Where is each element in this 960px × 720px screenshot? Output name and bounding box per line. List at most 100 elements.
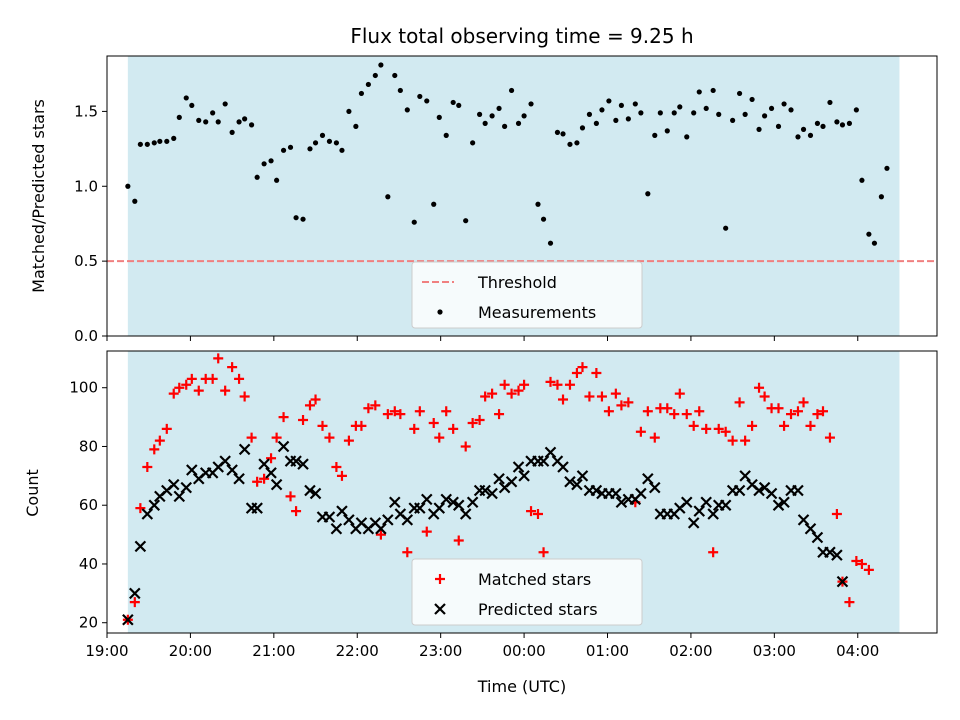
measurement-point [489,113,495,119]
matched-star-point [824,432,835,443]
predicted-star-point [304,484,316,497]
measurement-point [606,98,612,104]
count-y-axis: 20 40 60 80 100 [69,379,107,632]
measurement-point [781,101,787,107]
predicted-star-point [129,587,141,600]
matched-star-point [494,409,505,420]
matched-star-point [545,376,556,387]
measurement-point [749,96,755,103]
predicted-star-point [700,496,712,509]
measurement-point [450,99,456,106]
measurement-point [560,131,566,137]
measurement-point [203,119,209,125]
matched-star-point [812,409,823,420]
predicted-star-point [687,517,700,529]
matched-star-point [532,509,543,520]
predicted-star-point [804,522,817,535]
measurement-point [593,120,599,126]
measurement-point [436,114,442,120]
measurement-point [312,140,319,146]
predicted-star-point [180,481,193,494]
matched-star-point [382,409,393,420]
matched-star-point [642,406,653,417]
measurement-point [125,183,131,189]
predicted-star-point [707,508,719,520]
measurement-point [353,123,359,129]
predicted-star-point [375,522,387,535]
measurement-point [521,113,527,119]
measurement-point [346,108,352,115]
predicted-star-point [571,478,583,491]
matched-star-point [343,435,354,446]
count-y-tick-label: 80 [79,437,98,455]
matched-star-point [616,400,627,411]
matched-star-point [603,406,614,417]
measurement-point [742,111,748,117]
matched-star-point [389,406,400,417]
measurement-point [242,116,248,122]
measurement-point [404,107,410,113]
matched-star-point [239,391,250,402]
measurement-point [397,87,403,94]
matched-star-point [596,391,607,402]
measurement-point [333,140,339,146]
matched-star-point [227,362,238,373]
measurement-point [287,144,294,150]
predicted-star-point [642,473,654,485]
matched-star-point [310,394,321,405]
measurement-point [859,177,865,183]
x-tick-label: 21:00 [252,642,295,660]
predicted-star-point [486,487,498,500]
matched-star-point [779,420,790,431]
matched-star-point [817,406,828,417]
measurement-point [196,117,202,123]
measurement-point [547,240,554,246]
x-tick-label: 00:00 [502,642,545,660]
measurement-point [508,87,515,94]
matched-star-point [193,385,204,396]
measurement-point [456,102,462,109]
predicted-star-point [537,455,550,467]
measurement-point [567,141,573,147]
measurement-point [574,140,580,146]
measurement-point [431,201,437,207]
measurement-point [496,105,502,112]
measurement-point [618,102,625,109]
predicted-star-point [330,522,343,535]
measurement-point [820,123,826,129]
matched-star-point [552,379,563,390]
measurement-point [392,72,398,79]
ratio-y-axis: 0.0 0.5 1.0 1.5 [74,102,107,345]
matched-star-point [713,423,724,434]
matched-star-point [370,400,381,411]
matched-star-point [266,453,277,464]
matched-star-point [747,420,758,431]
matched-star-point [460,441,471,452]
count-plot-frame [106,350,938,634]
measurement-point [222,101,228,107]
matched-star-point [564,379,575,390]
count-y-tick-label: 100 [69,379,98,397]
predicted-star-point [564,475,576,488]
matched-star-point [759,391,770,402]
matched-star-point [773,403,784,414]
predicted-star-point [772,499,785,511]
measurement-point [378,62,384,68]
matched-star-point [792,406,803,417]
matched-star-point [324,432,335,443]
measurement-point [807,132,814,138]
matched-star-point [831,509,842,520]
matched-star-point [694,406,705,417]
measurement-point [476,111,483,117]
measurement-point [274,177,280,183]
matched-star-point [513,385,524,396]
measurement-point [638,110,644,116]
measurement-point [645,191,651,197]
measurement-point [183,95,189,101]
matched-star-point [740,435,751,446]
predicted-star-point [238,443,251,456]
measurement-point [189,102,195,109]
legend-predicted-swatch [434,603,446,615]
predicted-star-point [420,493,433,506]
